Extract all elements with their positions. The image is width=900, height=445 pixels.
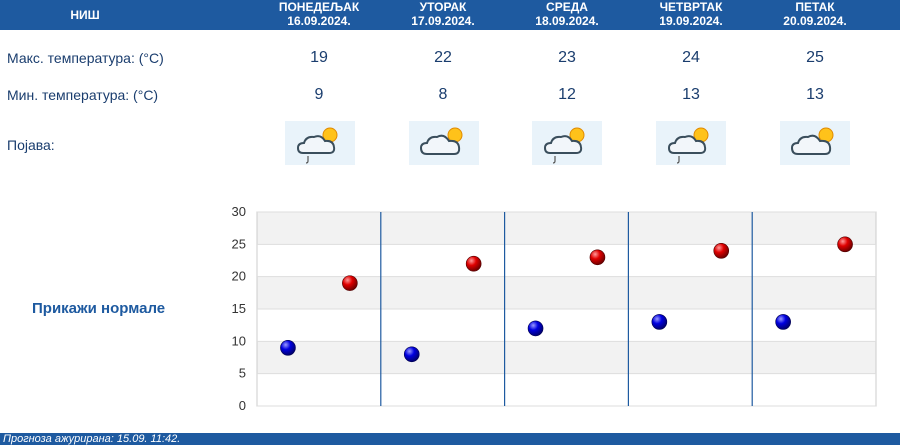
chart-band — [257, 373, 876, 406]
day-name: ЧЕТВРТАК — [659, 0, 723, 14]
min-temp-marker — [280, 340, 296, 356]
max-temp-marker — [837, 236, 853, 253]
max-temp-value: 23 — [558, 49, 576, 66]
day-name: ПОНЕДЕЉАК — [278, 0, 360, 14]
cloud-sun-icon — [780, 121, 850, 165]
chart-band — [257, 244, 876, 277]
min-temp-value: 8 — [438, 86, 448, 103]
day-date: 20.09.2024. — [783, 14, 847, 28]
phenomenon-label: Појава: — [7, 137, 55, 153]
chart-band — [257, 309, 876, 342]
temperature-chart: 0 5 10 15 20 25 30 — [232, 204, 877, 413]
forecast-updated: Прогноза ажурирана: 15.09. 11:42. — [0, 433, 900, 445]
min-temp-value: 13 — [806, 86, 824, 103]
y-tick-label: 15 — [232, 301, 246, 316]
city-name: НИШ — [70, 8, 100, 22]
max-temp-marker — [589, 249, 606, 266]
cloud-sun-rain-icon — [285, 121, 355, 165]
y-tick-label: 20 — [232, 269, 246, 284]
max-temp-value: 22 — [434, 49, 452, 66]
forecast-header: НИШ ПОНЕДЕЉАК 16.09.2024. УТОРАК 17.09.2… — [0, 0, 900, 30]
min-temp-marker — [775, 314, 791, 330]
max-temp-value: 24 — [682, 49, 700, 66]
day-header-1: ПОНЕДЕЉАК 16.09.2024. — [257, 0, 381, 30]
day-header-4: ЧЕТВРТАК 19.09.2024. — [629, 0, 753, 30]
min-temp-value: 9 — [314, 86, 324, 103]
y-tick-label: 5 — [239, 366, 246, 381]
day-date: 17.09.2024. — [411, 14, 475, 28]
max-temp-label: Макс. температура: (°C) — [7, 50, 164, 66]
day-header-3: СРЕДА 18.09.2024. — [505, 0, 629, 30]
max-temp-marker — [465, 255, 482, 272]
max-temp-marker — [713, 242, 730, 259]
cloud-sun-rain-icon — [532, 121, 602, 165]
show-normals-link[interactable]: Прикажи нормале — [32, 300, 166, 317]
min-temp-label: Мин. температура: (°C) — [7, 87, 159, 103]
day-date: 18.09.2024. — [535, 14, 599, 28]
y-tick-label: 25 — [232, 236, 246, 251]
chart-band — [257, 276, 876, 309]
max-temp-value: 19 — [310, 49, 328, 66]
chart-band — [257, 341, 876, 374]
day-name: ПЕТАК — [795, 0, 835, 14]
day-name: СРЕДА — [546, 0, 588, 14]
min-temp-marker — [403, 346, 420, 363]
day-name: УТОРАК — [419, 0, 467, 14]
day-header-2: УТОРАК 17.09.2024. — [381, 0, 505, 30]
y-tick-label: 0 — [239, 398, 246, 413]
max-temp-value: 25 — [806, 49, 824, 66]
y-tick-label: 30 — [232, 204, 246, 219]
day-date: 19.09.2024. — [659, 14, 723, 28]
cloud-sun-icon — [409, 121, 479, 165]
min-temp-marker — [527, 320, 544, 337]
y-tick-label: 10 — [232, 333, 246, 348]
min-temp-marker — [651, 314, 668, 330]
chart-band — [257, 212, 876, 245]
day-date: 16.09.2024. — [287, 14, 351, 28]
min-temp-value: 12 — [558, 86, 576, 103]
cloud-sun-rain-icon — [656, 121, 726, 165]
max-temp-marker — [342, 275, 358, 291]
day-header-5: ПЕТАК 20.09.2024. — [753, 0, 877, 30]
min-temp-value: 13 — [682, 86, 700, 103]
